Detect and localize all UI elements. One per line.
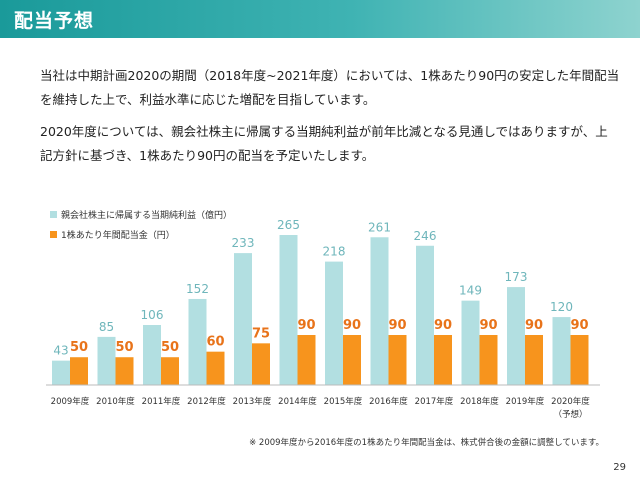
dividend-bar <box>70 357 88 385</box>
dividend-value-label: 50 <box>70 340 88 355</box>
legend-label-profit: 親会社株主に帰属する当期純利益（億円） <box>61 210 233 221</box>
dividend-value-label: 90 <box>525 318 543 333</box>
profit-value-label: 261 <box>368 220 391 234</box>
profit-bar <box>234 253 252 385</box>
profit-bar <box>279 235 298 385</box>
intro-paragraph-2: 2020年度については、親会社株主に帰属する当期純利益が前年比減となる見通しでは… <box>40 124 608 163</box>
dividend-value-label: 50 <box>115 340 133 355</box>
x-tick-label: 2012年度 <box>187 396 226 407</box>
intro-paragraph-1: 当社は中期計画2020の期間（2018年度~2021年度）においては、1株あたり… <box>40 68 620 107</box>
profit-bar <box>97 336 116 385</box>
legend-swatch-profit <box>50 210 57 218</box>
dividend-value-label: 60 <box>206 335 224 350</box>
dividend-bar <box>434 335 452 385</box>
profit-value-label: 43 <box>53 344 68 358</box>
profit-bar <box>416 245 434 385</box>
dividend-value-label: 75 <box>252 326 270 341</box>
dividend-value-label: 90 <box>479 318 497 333</box>
dividend-value-label: 50 <box>161 340 179 355</box>
legend-label-dividend: 1株あたり年間配当金（円） <box>61 230 175 241</box>
dividend-bar <box>525 335 543 385</box>
profit-bar <box>52 360 70 385</box>
footnote: ※ 2009年度から2016年度の1株あたり年間配当金は、株式併合後の金額に調整… <box>249 438 604 448</box>
x-tick-label: 2018年度 <box>460 396 499 407</box>
legend-swatch-dividend <box>50 230 57 238</box>
dividend-bar <box>115 357 134 385</box>
page-number: 29 <box>613 462 626 473</box>
profit-value-label: 106 <box>141 308 164 322</box>
dividend-bar <box>388 335 407 385</box>
page-title: 配当予想 <box>14 10 95 32</box>
profit-bar <box>325 261 343 385</box>
profit-value-label: 152 <box>186 282 209 296</box>
profit-value-label: 120 <box>550 300 573 314</box>
x-tick-label: 2013年度 <box>233 396 272 407</box>
x-tick-label: 2016年度 <box>369 396 408 407</box>
profit-value-label: 218 <box>323 245 346 259</box>
x-tick-label: 2015年度 <box>324 396 363 407</box>
dividend-bar <box>252 343 270 385</box>
profit-bar <box>370 237 389 385</box>
x-tick-label: 2011年度 <box>142 396 181 407</box>
x-tick-label: 2014年度 <box>278 396 317 407</box>
dividend-value-label: 90 <box>570 318 588 333</box>
profit-bar <box>507 287 525 385</box>
profit-bar <box>461 300 480 385</box>
profit-value-label: 246 <box>414 229 437 243</box>
dividend-bar <box>297 335 316 385</box>
dividend-bar <box>206 351 225 385</box>
x-tick-label: 2020年度 <box>551 396 590 407</box>
legend-item-profit: 親会社株主に帰属する当期純利益（億円） <box>50 204 232 224</box>
dividend-bar <box>570 335 589 385</box>
dividend-value-label: 90 <box>388 318 406 333</box>
x-tick-label: 2017年度 <box>415 396 454 407</box>
x-tick-label: 2009年度 <box>51 396 90 407</box>
profit-bar <box>188 298 207 385</box>
legend-item-dividend: 1株あたり年間配当金（円） <box>50 224 232 244</box>
chart-legend: 親会社株主に帰属する当期純利益（億円） 1株あたり年間配当金（円） <box>50 204 232 244</box>
profit-value-label: 265 <box>277 218 300 232</box>
dividend-value-label: 90 <box>343 318 361 333</box>
x-tick-label: 2019年度 <box>506 396 545 407</box>
dividend-bar <box>343 335 361 385</box>
profit-bar <box>143 325 161 385</box>
dividend-value-label: 90 <box>434 318 452 333</box>
x-tick-note: （予想） <box>553 409 587 420</box>
title-bar: 配当予想 <box>0 0 640 38</box>
dividend-bar <box>161 357 179 385</box>
profit-value-label: 149 <box>459 284 482 298</box>
dividend-value-label: 90 <box>297 318 315 333</box>
profit-value-label: 173 <box>505 270 528 284</box>
profit-value-label: 85 <box>99 320 114 334</box>
profit-value-label: 233 <box>232 236 255 250</box>
dividend-bar <box>479 335 498 385</box>
profit-bar <box>552 317 571 385</box>
x-tick-label: 2010年度 <box>96 396 135 407</box>
